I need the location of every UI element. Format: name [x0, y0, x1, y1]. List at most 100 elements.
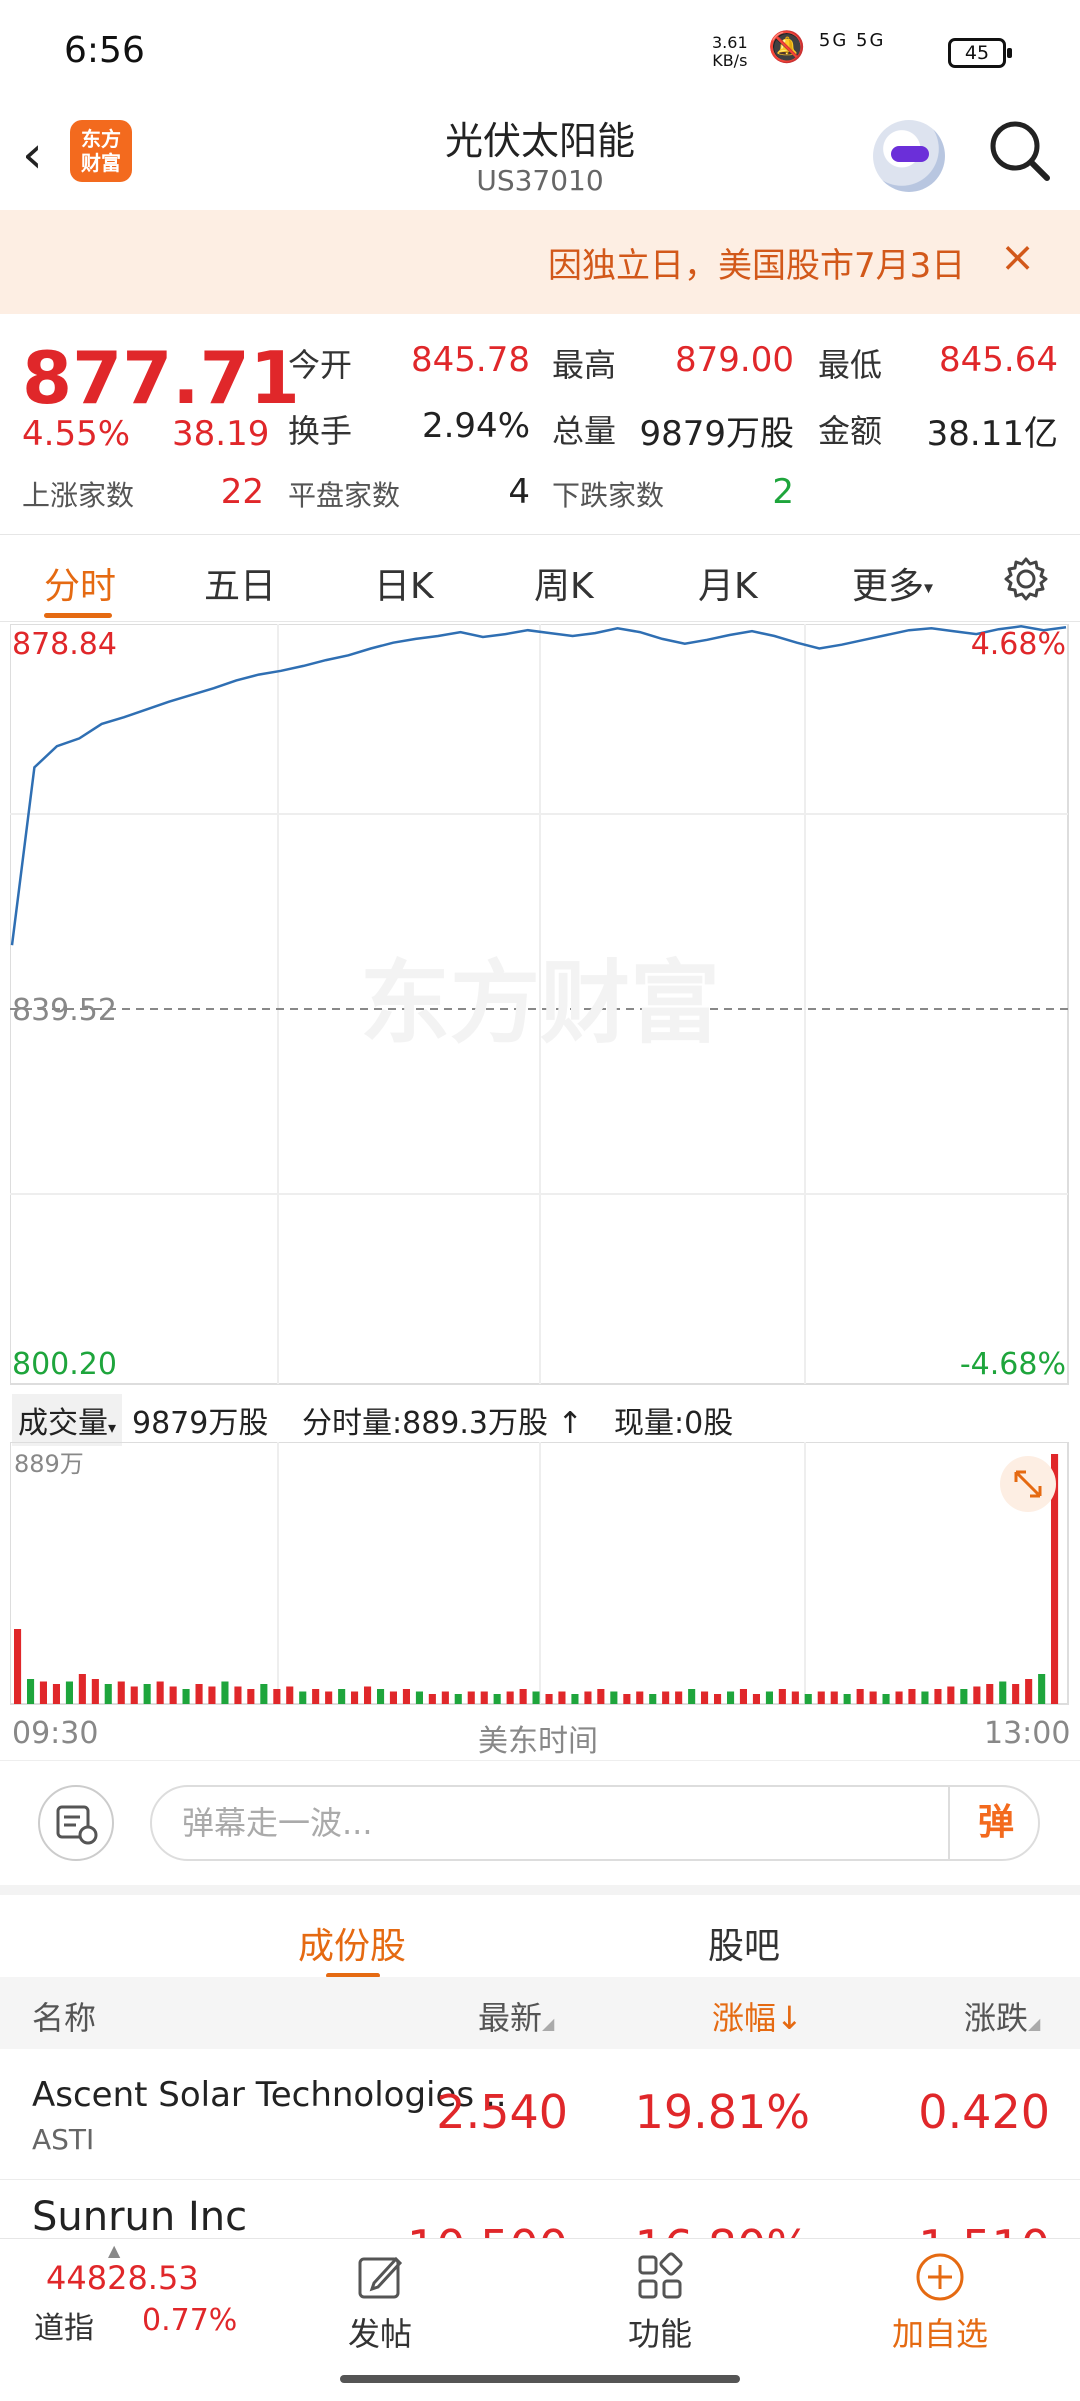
volume-bar [299, 1691, 307, 1704]
danmu-list-icon[interactable] [38, 1785, 114, 1861]
volume-bar [1025, 1679, 1033, 1704]
current-price: 877.71 [22, 336, 300, 420]
home-indicator [340, 2375, 740, 2383]
tab-weekly-k[interactable]: 周K [534, 566, 594, 607]
bottom-nav: ▲ 44828.53 道指 0.77% 发帖 功能 加自选 [0, 2238, 1080, 2401]
danmu-input[interactable]: 弹幕走一波... [150, 1785, 1040, 1861]
nav-post[interactable]: 发帖 [330, 2239, 430, 2355]
volume-bar [91, 1679, 99, 1704]
volume-bar [338, 1689, 346, 1704]
chart-period-tabs: 分时 五日 日K 周K 月K 更多▾ [0, 535, 1080, 622]
volume-bar [1051, 1454, 1059, 1704]
signal-icon: 5G 5G [818, 30, 886, 51]
tab-intraday[interactable]: 分时 [44, 566, 117, 607]
intraday-price-chart[interactable]: 东方财富 878.84 839.52 800.20 4.68% -4.68% [10, 624, 1070, 1386]
volume-bar [130, 1686, 138, 1704]
notice-banner[interactable]: 因独立日，美国股市7月3日 × [0, 210, 1080, 314]
stock-latest: 10.500 [380, 2220, 568, 2240]
volume-bar [14, 1629, 22, 1704]
volume-bar [389, 1691, 397, 1704]
sub-tabs: 成份股 股吧 [0, 1885, 1080, 1987]
volume-bar [117, 1681, 125, 1704]
danmu-send-button[interactable]: 弹 [948, 1785, 1042, 1861]
index-value[interactable]: 44828.53 [46, 2259, 199, 2297]
volume-bar [221, 1681, 229, 1704]
volume-total: 9879万股 [132, 1406, 269, 1441]
volume-bar [701, 1691, 709, 1704]
stock-latest: 2.540 [436, 2085, 568, 2139]
settings-gear-icon[interactable] [1002, 555, 1050, 607]
dropdown-icon: ▾ [924, 577, 934, 599]
tab-more[interactable]: 更多▾ [852, 557, 933, 609]
battery-icon: 45 [948, 38, 1012, 68]
expand-icon[interactable] [1000, 1456, 1056, 1512]
tab-monthly-k[interactable]: 月K [698, 566, 758, 607]
down-count: 2 [772, 472, 794, 512]
volume-bar [454, 1694, 462, 1704]
list-header: 名称 最新◢ 涨幅↓ 涨跌◢ [0, 1977, 1080, 2049]
stock-code: ASTI [32, 2123, 95, 2156]
change-percent: 4.55% [22, 414, 131, 454]
col-pct-label: 涨幅 [712, 1999, 777, 2037]
volume-bar [351, 1691, 359, 1704]
volume-bar [895, 1691, 903, 1704]
volume-grid [10, 1442, 1069, 1705]
index-name[interactable]: 道指 [34, 2311, 94, 2346]
notice-text[interactable]: 因独立日，美国股市7月3日 [548, 246, 966, 286]
y-label-bottom: 800.20 [12, 1347, 117, 1382]
col-change-label: 涨跌 [964, 1999, 1029, 2037]
volume-bar [480, 1691, 488, 1704]
nav-add-watchlist[interactable]: 加自选 [880, 2239, 1000, 2355]
volume-bar [312, 1689, 320, 1704]
col-name[interactable]: 名称 [32, 1999, 97, 2037]
turnover-label: 换手 [288, 412, 353, 450]
volume-bar-chart[interactable]: 889万 [10, 1442, 1070, 1706]
volume-bar [545, 1694, 553, 1704]
tab-forum[interactable]: 股吧 [708, 1926, 781, 1967]
active-tab-indicator [44, 613, 112, 618]
volume-bar [856, 1689, 864, 1704]
volume-bar [169, 1686, 177, 1704]
volume-bar [467, 1691, 475, 1704]
tab-five-day[interactable]: 五日 [204, 566, 277, 607]
volume-bar [610, 1691, 618, 1704]
volume-bar [960, 1689, 968, 1704]
volume-bar [571, 1694, 579, 1704]
volume-bar [532, 1691, 540, 1704]
volume-bar [273, 1689, 281, 1704]
back-icon[interactable]: ‹ [22, 125, 43, 185]
volume-bar [882, 1694, 890, 1704]
col-pct[interactable]: 涨幅↓ [712, 1993, 803, 2039]
search-icon[interactable] [985, 116, 1055, 186]
volume-bar [182, 1689, 190, 1704]
turnover-value: 2.94% [421, 406, 530, 446]
dropdown-icon: ▾ [108, 1418, 117, 1437]
time-start: 09:30 [12, 1716, 99, 1751]
nav-post-label: 发帖 [347, 2315, 412, 2353]
nav-functions[interactable]: 功能 [610, 2239, 710, 2355]
col-change[interactable]: 涨跌◢ [964, 1993, 1040, 2039]
high-value: 879.00 [675, 340, 794, 380]
volume-max-label: 889万 [14, 1450, 84, 1478]
tab-daily-k[interactable]: 日K [374, 566, 434, 607]
volume-bar [999, 1681, 1007, 1704]
index-pct[interactable]: 0.77% [142, 2303, 238, 2338]
table-row[interactable]: Sunrun Inc 10.500 16.80% 1.510 [0, 2180, 1080, 2241]
volume-bar [78, 1674, 86, 1704]
volume-bar [506, 1691, 514, 1704]
open-value: 845.78 [411, 340, 530, 380]
low-label: 最低 [818, 346, 883, 384]
volume-bar [843, 1694, 851, 1704]
volume-bar [623, 1694, 631, 1704]
volume-bar [364, 1686, 372, 1704]
tab-constituents[interactable]: 成份股 [298, 1926, 407, 1967]
flat-count: 4 [508, 472, 530, 512]
col-latest[interactable]: 最新◢ [478, 1993, 554, 2039]
volume-bar [714, 1694, 722, 1704]
volume-indicator-select[interactable]: 成交量▾ [12, 1394, 123, 1446]
nav-functions-label: 功能 [627, 2315, 692, 2353]
close-icon[interactable]: × [1000, 232, 1036, 281]
table-row[interactable]: Ascent Solar Technologies .. ASTI 2.540 … [0, 2049, 1080, 2180]
volume-bar [934, 1689, 942, 1704]
assistant-robot-icon[interactable] [873, 120, 945, 192]
